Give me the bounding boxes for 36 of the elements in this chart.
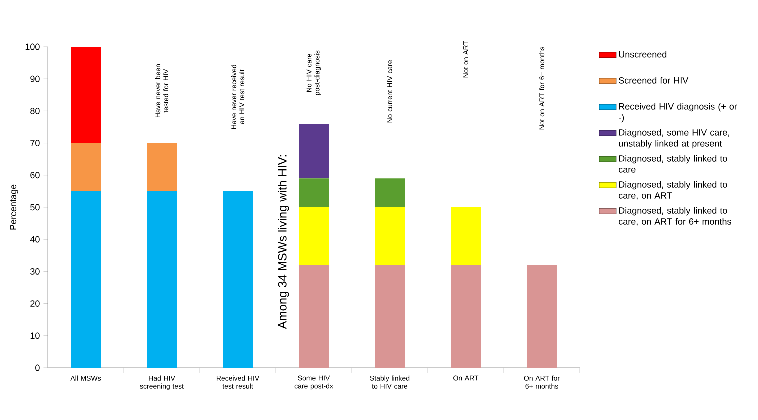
- bar: [299, 265, 330, 368]
- bar: [147, 143, 178, 192]
- bar: [451, 207, 481, 266]
- bar: [299, 178, 330, 208]
- bar: [71, 143, 102, 192]
- annotation: Among 34 MSWs living with HIV:: [278, 155, 290, 330]
- legend-label: Diagnosed, stably linked to care, on ART for 6+ months: [619, 207, 732, 226]
- legend-label: Received HIV diagnosis (+ or -): [619, 103, 738, 123]
- y-tick-label: 50: [30, 204, 40, 211]
- bar: [375, 265, 405, 368]
- y-tick-label: 70: [30, 140, 40, 146]
- bar: [527, 265, 557, 368]
- y-tick-label: 0: [36, 364, 40, 372]
- legend-label: Diagnosed, stably linked to care, on ART: [619, 181, 728, 200]
- y-tick-label: 20: [30, 300, 40, 307]
- bar: [375, 207, 405, 266]
- y-tick-label: 90: [30, 76, 40, 82]
- bar: [375, 178, 405, 208]
- y-tick-label: 10: [30, 332, 40, 340]
- legend-label: Diagnosed, stably linked to care: [619, 155, 728, 173]
- legend-label: Diagnosed, some HIV care, unstably linked at present: [619, 129, 730, 149]
- y-tick-label: 100: [26, 44, 40, 50]
- bar: [299, 124, 330, 179]
- bar: [71, 46, 102, 144]
- y-tick-label: 40: [30, 236, 40, 243]
- bar: [147, 191, 178, 368]
- legend-label: Screened for HIV: [619, 77, 689, 84]
- y-axis-title: Percentage: [10, 184, 18, 230]
- y-tick-label: 60: [30, 172, 40, 179]
- bar: [223, 191, 254, 368]
- bar: [71, 191, 102, 368]
- y-tick-label: 80: [30, 108, 40, 114]
- bar: [451, 265, 481, 368]
- bar: [299, 207, 330, 266]
- legend-label: Unscreened: [619, 51, 667, 58]
- y-tick-label: 30: [30, 268, 40, 275]
